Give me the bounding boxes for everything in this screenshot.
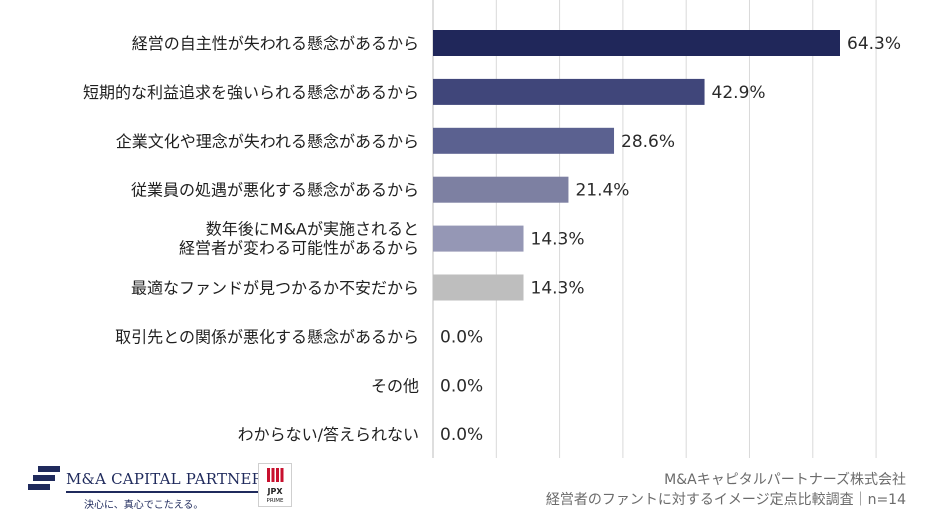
- prime-badge-label: PRIME: [267, 498, 285, 504]
- category-label-line: 数年後にM&Aが実施されると: [206, 220, 419, 239]
- data-label: 42.9%: [712, 83, 766, 103]
- bar: [433, 176, 569, 203]
- company-logo-icon: [28, 466, 60, 490]
- category-label: 短期的な利益追求を強いられる懸念があるから: [83, 83, 419, 102]
- bar: [433, 274, 524, 301]
- data-label: 0.0%: [440, 327, 483, 347]
- data-label: 28.6%: [621, 132, 675, 152]
- bar: [433, 30, 840, 56]
- category-label: 企業文化や理念が失われる懸念があるから: [116, 132, 419, 151]
- data-label: 14.3%: [531, 279, 585, 299]
- bars: [433, 30, 840, 301]
- data-label: 64.3%: [847, 34, 901, 54]
- category-label: 従業員の処遇が悪化する懸念があるから: [131, 181, 419, 200]
- category-label: 経営の自主性が失われる懸念があるから: [132, 34, 419, 53]
- category-labels: 経営の自主性が失われる懸念があるから短期的な利益追求を強いられる懸念があるから企…: [83, 34, 419, 444]
- category-label: 数年後にM&Aが実施されると経営者が変わる可能性があるから: [179, 220, 419, 258]
- data-label: 0.0%: [440, 376, 483, 396]
- bar: [433, 78, 705, 105]
- category-label: その他: [371, 376, 419, 395]
- category-label-line: 経営者が変わる可能性があるから: [179, 239, 419, 258]
- gridlines: [432, 0, 877, 458]
- company-slogan: 決心に、真心でこたえる。: [84, 500, 204, 511]
- company-logo: M&A CAPITAL PARTNERS 決心に、真心でこたえる。: [28, 460, 273, 514]
- source-note: M&Aキャピタルパートナーズ株式会社 経営者のファントに対するイメージ定点比較調…: [546, 470, 906, 510]
- bar: [433, 127, 615, 154]
- category-label: 最適なファンドが見つかるか不安だから: [131, 279, 419, 298]
- logo-divider: [66, 491, 262, 493]
- company-logo-name: M&A CAPITAL PARTNERS: [66, 470, 274, 488]
- source-company: M&Aキャピタルパートナーズ株式会社: [664, 472, 906, 488]
- jpx-badge-label: JPX: [266, 487, 283, 496]
- source-survey: 経営者のファントに対するイメージ定点比較調査｜n=14: [545, 492, 906, 508]
- data-label: 21.4%: [575, 181, 629, 201]
- category-label: 取引先との関係が悪化する懸念があるから: [115, 327, 419, 346]
- data-label: 0.0%: [440, 425, 483, 445]
- category-label: わからない/答えられない: [238, 425, 419, 444]
- horizontal-bar-chart: 経営の自主性が失われる懸念があるから短期的な利益追求を強いられる懸念があるから企…: [83, 0, 901, 458]
- jpx-prime-badge: JPX PRIME: [258, 463, 292, 507]
- bar: [433, 225, 524, 252]
- value-labels: 64.3% 42.9% 28.6% 21.4% 14.3% 14.3% 0.0% 0.0% 0.…: [440, 34, 901, 445]
- data-label: 14.3%: [531, 230, 585, 250]
